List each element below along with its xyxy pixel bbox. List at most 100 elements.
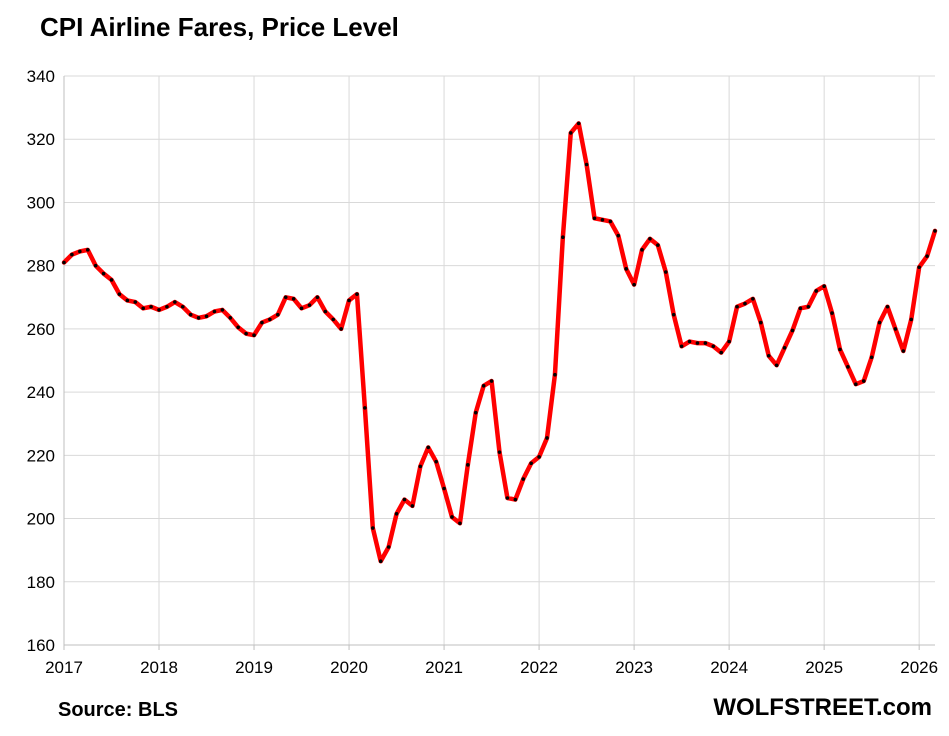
x-tick-label: 2017: [45, 658, 83, 677]
data-point: [70, 252, 74, 257]
data-point: [418, 464, 423, 469]
data-point: [893, 327, 898, 331]
data-point: [228, 316, 233, 320]
data-point: [363, 406, 367, 410]
data-point: [719, 350, 724, 355]
data-point: [909, 317, 914, 322]
data-point: [584, 162, 589, 167]
data-point: [481, 383, 486, 388]
y-tick-label: 300: [27, 193, 55, 212]
data-point: [885, 304, 890, 309]
data-point: [671, 312, 676, 317]
y-tick-label: 280: [27, 257, 55, 276]
data-point: [679, 344, 684, 349]
data-point: [236, 325, 240, 330]
x-tick-label: 2024: [710, 658, 748, 677]
data-point: [656, 243, 660, 247]
data-point: [93, 263, 98, 268]
data-point: [568, 131, 573, 135]
data-point: [751, 297, 755, 301]
data-point: [165, 304, 169, 309]
data-point: [252, 333, 256, 338]
data-point: [157, 308, 161, 312]
x-tick-label: 2020: [330, 658, 368, 677]
data-point: [648, 237, 652, 241]
data-point: [188, 312, 193, 317]
data-point: [378, 559, 383, 564]
y-tick-label: 240: [27, 383, 55, 402]
data-point: [109, 278, 114, 282]
data-point: [78, 249, 82, 254]
data-point: [386, 545, 391, 549]
series-line: [61, 121, 938, 564]
data-point: [426, 445, 431, 450]
data-point: [790, 328, 795, 333]
data-point: [838, 347, 842, 352]
data-point: [774, 363, 779, 368]
data-point: [85, 248, 90, 252]
data-point: [204, 314, 209, 319]
data-point: [371, 526, 375, 530]
data-point: [901, 349, 906, 353]
y-tick-label: 320: [27, 130, 55, 149]
data-point: [529, 461, 533, 466]
data-point: [244, 331, 248, 336]
data-point: [331, 317, 336, 322]
data-point: [854, 382, 858, 387]
data-point: [149, 304, 153, 309]
data-point: [117, 292, 122, 296]
x-tick-label: 2025: [805, 658, 843, 677]
data-point: [291, 297, 296, 301]
data-point: [861, 379, 866, 383]
data-point: [711, 344, 716, 349]
y-tick-label: 160: [27, 636, 55, 655]
data-point: [846, 365, 850, 369]
data-point: [299, 306, 304, 311]
data-point: [173, 300, 177, 304]
data-point: [537, 455, 541, 459]
data-point: [869, 355, 874, 360]
data-point: [663, 270, 668, 274]
data-point: [442, 486, 446, 491]
y-tick-label: 180: [27, 573, 55, 592]
data-point: [933, 229, 937, 233]
data-point: [727, 339, 731, 344]
data-point: [616, 233, 621, 238]
data-point: [513, 497, 518, 502]
y-tick-label: 340: [27, 67, 55, 86]
chart-title: CPI Airline Fares, Price Level: [40, 12, 399, 42]
data-point: [545, 436, 549, 440]
data-point: [323, 309, 328, 314]
data-point: [347, 298, 351, 303]
data-point: [220, 308, 225, 312]
data-point: [212, 309, 217, 314]
x-tick-labels: 2017 2018 2019 2020 2021 2022 2023 2024 2025 2026: [45, 658, 938, 677]
data-point: [141, 306, 145, 311]
x-tick-label: 2026: [900, 658, 938, 677]
data-point: [473, 410, 478, 415]
x-tick-label: 2019: [235, 658, 273, 677]
y-tick-labels: 160 180 200 220 240 260 280 300 320 340: [27, 67, 55, 655]
data-point: [489, 379, 494, 383]
data-point: [521, 477, 526, 481]
source-note: Source: BLS: [58, 699, 179, 721]
data-point: [877, 320, 882, 325]
data-point: [394, 512, 399, 516]
data-point: [450, 515, 454, 519]
data-point: [600, 218, 605, 222]
data-point: [410, 504, 415, 508]
data-point: [307, 303, 312, 307]
data-point: [576, 121, 581, 126]
data-point: [687, 339, 692, 344]
data-point: [62, 260, 66, 265]
data-point: [458, 521, 462, 526]
data-point: [695, 341, 700, 345]
data-point: [275, 312, 280, 317]
data-point: [743, 301, 747, 306]
data-point: [592, 216, 597, 221]
data-point: [133, 300, 138, 304]
data-point: [798, 306, 803, 311]
data-point: [822, 284, 826, 289]
data-point: [268, 317, 272, 322]
